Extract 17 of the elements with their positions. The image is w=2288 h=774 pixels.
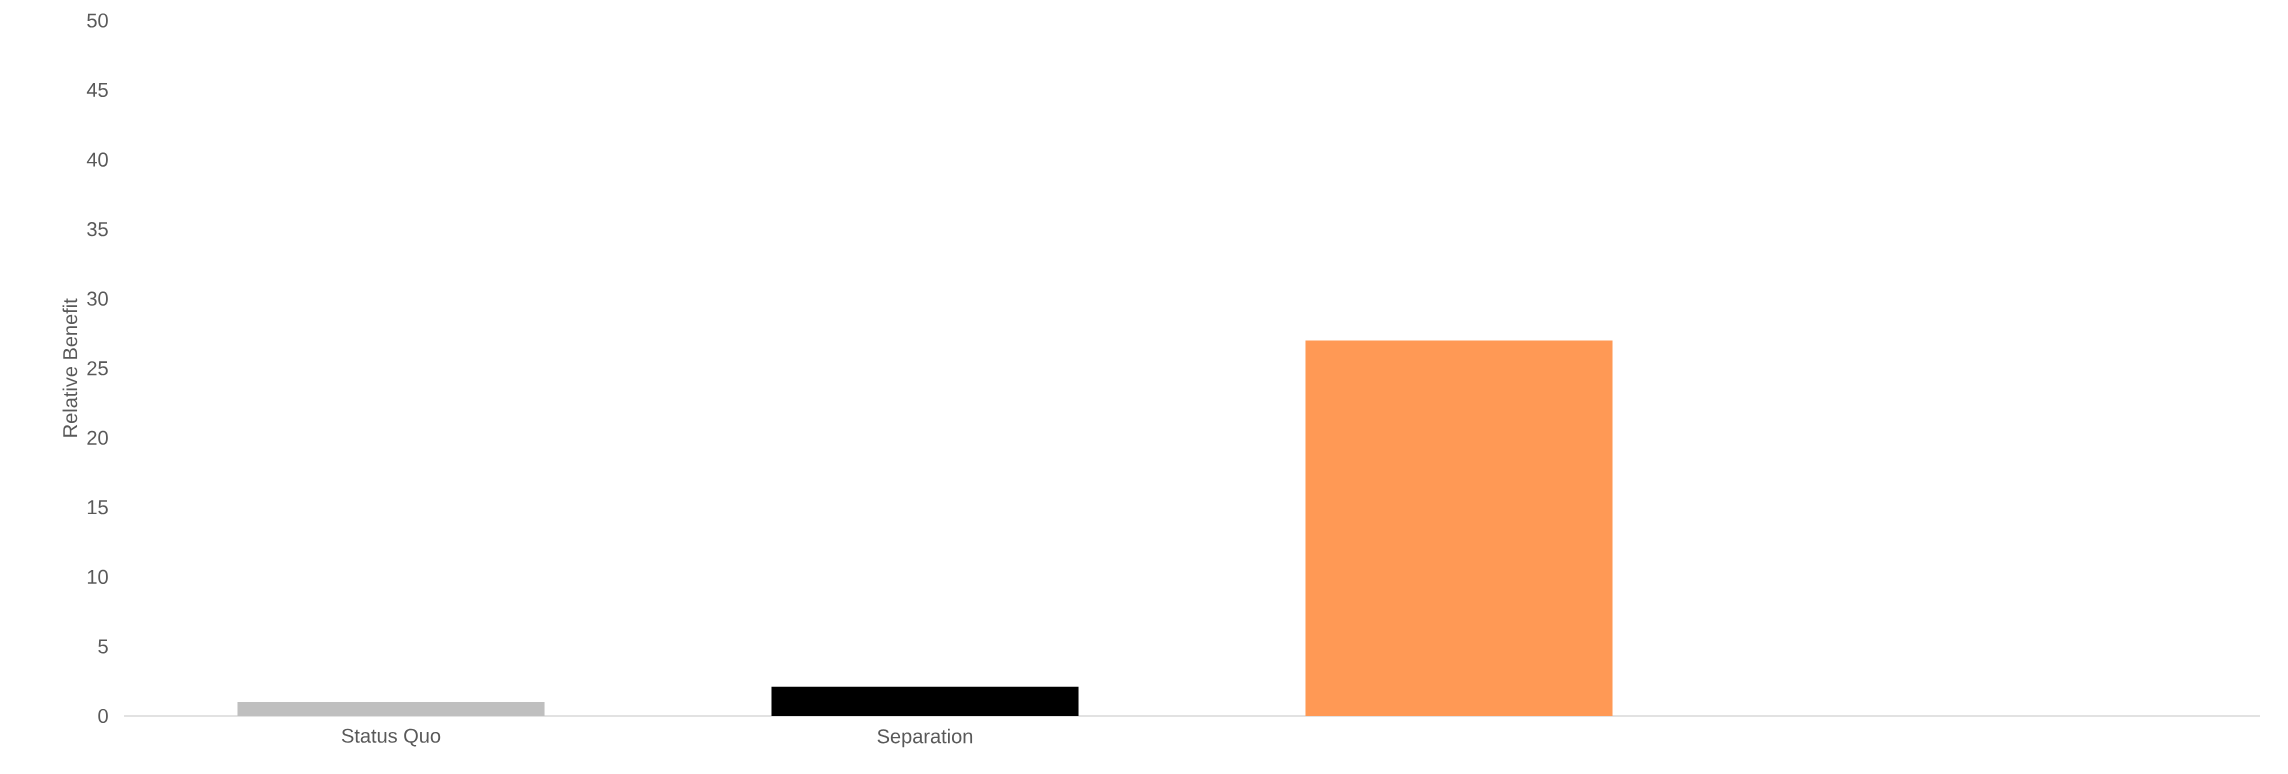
y-tick-label: 35 [87, 222, 108, 237]
y-tick-label: 40 [86, 152, 108, 167]
y-tick-label: 15 [87, 500, 108, 515]
x-tick-label: Status Quo [341, 728, 441, 747]
bar [771, 686, 1079, 716]
y-tick-label: 5 [98, 639, 108, 654]
y-tick-label: 20 [87, 430, 108, 445]
y-tick-label: 45 [86, 83, 108, 98]
y-tick-label: 50 [87, 13, 108, 28]
y-tick-label: 30 [87, 291, 108, 306]
y-axis-title: Relative Benefit [62, 298, 78, 437]
y-tick-label: 0 [98, 708, 108, 724]
y-tick-label: 10 [87, 569, 108, 584]
bar [237, 702, 545, 716]
y-tick-label: 25 [87, 361, 108, 376]
bar [1305, 340, 1613, 716]
x-tick-label: Separation [877, 728, 973, 748]
